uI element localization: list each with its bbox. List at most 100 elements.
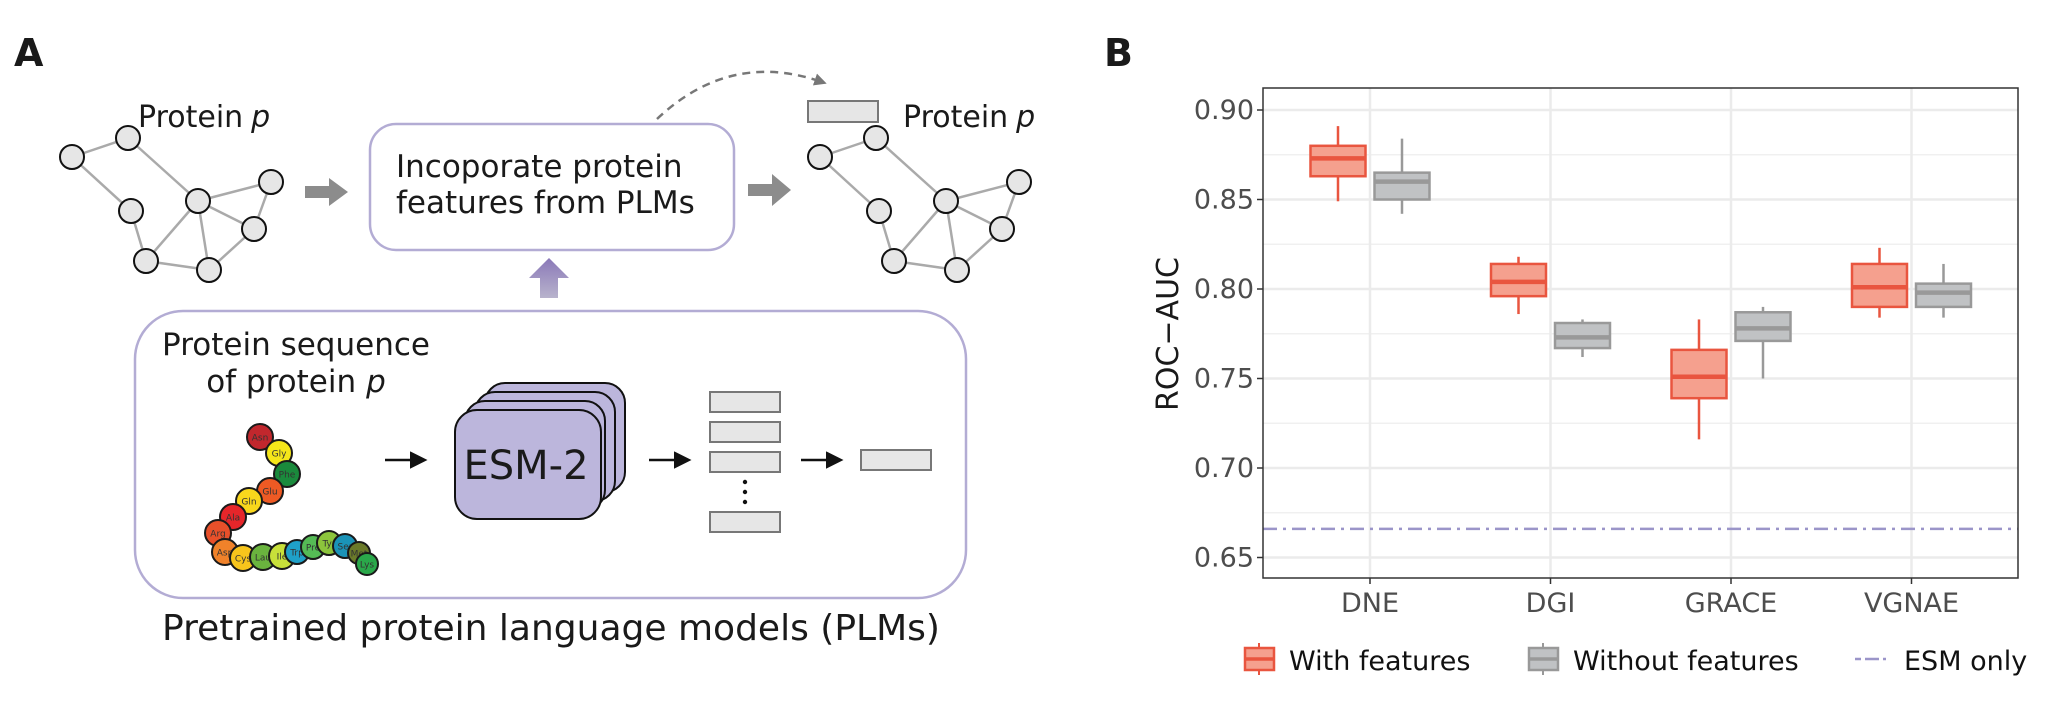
roc-auc-boxplot: 0.65 0.70 0.75 0.80 0.85 0.90 DNE DGI GRACE VGNAE bbox=[1194, 87, 2019, 619]
dashed-curved-arrow-icon bbox=[656, 70, 827, 120]
amino-acid-label: Cys bbox=[235, 555, 252, 565]
box-iqr bbox=[1373, 171, 1431, 201]
sequence-label-line-2: of protein p bbox=[206, 364, 386, 400]
graph-edge bbox=[71, 156, 132, 212]
y-tick-label: 0.90 bbox=[1194, 95, 1254, 126]
graph-edge bbox=[893, 200, 947, 262]
amino-acid-label: Ala bbox=[226, 514, 240, 524]
x-tick-label: VGNAE bbox=[1864, 588, 1959, 619]
amino-acid-label: Glu bbox=[262, 488, 277, 498]
plot-border bbox=[1262, 87, 2019, 579]
graph-node bbox=[118, 198, 144, 224]
plm-caption: Pretrained protein language models (PLMs… bbox=[162, 608, 940, 649]
graph-edge bbox=[819, 156, 880, 212]
arrow-up-icon bbox=[529, 258, 569, 298]
graph-edge bbox=[145, 200, 199, 262]
feature-vector bbox=[807, 100, 879, 123]
box-grace-without-features bbox=[1734, 306, 1792, 379]
graph-edge bbox=[127, 137, 199, 202]
box-grace-with-features bbox=[1670, 319, 1728, 440]
box-iqr bbox=[1670, 348, 1728, 400]
amino-acid-phe: Phe bbox=[273, 460, 301, 488]
legend: With features Without features ESM only bbox=[1243, 643, 2027, 677]
graph-node bbox=[115, 125, 141, 151]
graph-node bbox=[241, 216, 267, 242]
box-dgi-without-features bbox=[1553, 319, 1612, 358]
box-vgnae-without-features bbox=[1914, 263, 1973, 318]
arrow-right-icon bbox=[305, 178, 348, 206]
pooled-vector bbox=[860, 449, 932, 471]
embedding-vectors bbox=[709, 391, 781, 533]
y-tick-label: 0.70 bbox=[1194, 453, 1254, 484]
graph-node bbox=[196, 257, 222, 283]
amino-acid-label: Tyr bbox=[321, 540, 335, 550]
legend-item-without-features: Without features bbox=[1527, 643, 1799, 677]
box-dne-with-features bbox=[1309, 126, 1367, 202]
amino-acid-label: Ser bbox=[338, 543, 353, 553]
sequence-label-line-1: Protein sequence bbox=[162, 327, 430, 363]
amino-acid-label: Pre bbox=[306, 544, 321, 554]
graph-after-label: Protein p bbox=[903, 100, 1035, 135]
protein-graph-before bbox=[59, 125, 284, 283]
amino-acid-label: Asp bbox=[217, 549, 234, 559]
esm2-model-stack: ESM-2 bbox=[454, 382, 626, 520]
protein-graph-after bbox=[807, 125, 1032, 283]
panel-b: B 0.65 0.70 0.75 0.80 0.85 0.90 DNE DGI GRACE VGN… bbox=[1104, 31, 2027, 677]
amino-acid-label: Asn bbox=[252, 434, 269, 444]
amino-acid-label: Lys bbox=[360, 561, 375, 571]
legend-label: ESM only bbox=[1904, 646, 2027, 677]
incorporate-box-line-2: features from PLMs bbox=[396, 185, 695, 221]
amino-acid-label: Lau bbox=[255, 554, 271, 564]
legend-item-with-features: With features bbox=[1243, 643, 1470, 677]
graph-edge bbox=[875, 137, 947, 202]
graph-node bbox=[1006, 169, 1032, 195]
panel-a: A Protein p Incoporate protein features f… bbox=[14, 31, 1035, 649]
legend-label: Without features bbox=[1573, 646, 1799, 677]
incorporate-box-line-1: Incoporate protein bbox=[396, 149, 682, 185]
amino-acid-circle bbox=[355, 552, 379, 576]
graph-node bbox=[866, 198, 892, 224]
box-vgnae-with-features bbox=[1850, 247, 1909, 318]
amino-acid-circle bbox=[273, 460, 301, 488]
incorporate-features-box bbox=[368, 122, 736, 252]
amino-acid-label: Gly bbox=[272, 450, 287, 460]
amino-acid-asn: Asn bbox=[246, 423, 274, 451]
graph-before-label: Protein p bbox=[138, 100, 270, 135]
graph-node bbox=[863, 125, 889, 151]
graph-node bbox=[258, 169, 284, 195]
amino-acid-label: Ile bbox=[277, 553, 288, 563]
graph-node bbox=[59, 144, 85, 170]
legend-item-esm-only: ESM only bbox=[1855, 646, 2027, 677]
graph-node bbox=[807, 144, 833, 170]
amino-acid-label: Met bbox=[351, 550, 368, 560]
panel-a-label: A bbox=[14, 31, 44, 75]
y-tick-label: 0.85 bbox=[1194, 185, 1254, 216]
y-tick-label: 0.65 bbox=[1194, 543, 1254, 574]
box-iqr bbox=[1309, 144, 1367, 178]
graph-node bbox=[881, 248, 907, 274]
amino-acid-circle bbox=[246, 423, 274, 451]
panel-b-label: B bbox=[1104, 31, 1133, 75]
box-dne-without-features bbox=[1373, 138, 1431, 214]
amino-acid-lys: Lys bbox=[355, 552, 379, 576]
graph-node bbox=[933, 188, 959, 214]
graph-node bbox=[133, 248, 159, 274]
x-tick-label: GRACE bbox=[1685, 588, 1778, 619]
graph-node bbox=[989, 216, 1015, 242]
x-tick-label: DGI bbox=[1526, 588, 1576, 619]
y-axis-label: ROC−AUC bbox=[1151, 257, 1186, 411]
amino-acid-glu: Glu bbox=[256, 477, 284, 505]
amino-acid-label: Trp bbox=[289, 549, 304, 559]
box-iqr bbox=[1914, 282, 1973, 309]
box-dgi-with-features bbox=[1489, 256, 1548, 315]
y-tick-label: 0.80 bbox=[1194, 274, 1254, 305]
x-tick-label: DNE bbox=[1341, 588, 1399, 619]
amino-acid-label: Gln bbox=[241, 498, 256, 508]
y-tick-label: 0.75 bbox=[1194, 364, 1254, 395]
model-label: ESM-2 bbox=[463, 443, 588, 489]
graph-node bbox=[944, 257, 970, 283]
amino-acid-label: Arg bbox=[210, 530, 225, 540]
amino-acid-label: Phe bbox=[279, 471, 296, 481]
